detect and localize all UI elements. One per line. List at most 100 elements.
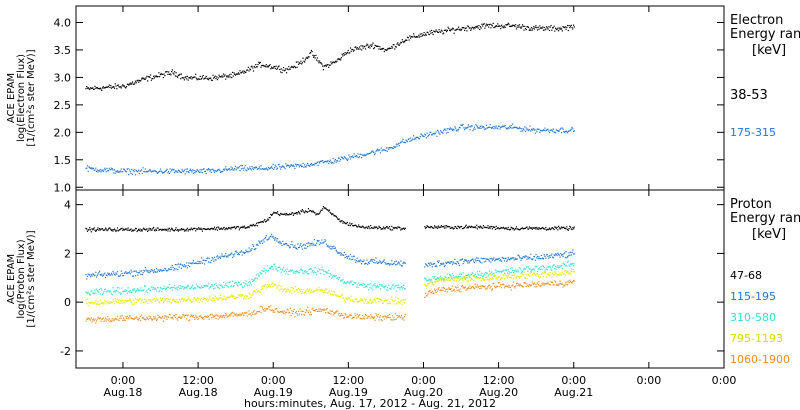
data-point bbox=[177, 171, 179, 173]
data-point bbox=[390, 288, 392, 290]
data-point bbox=[157, 269, 159, 271]
data-point bbox=[481, 23, 483, 25]
data-point bbox=[387, 299, 389, 301]
data-point bbox=[343, 156, 345, 158]
data-point bbox=[289, 311, 291, 314]
data-point bbox=[368, 153, 370, 155]
data-point bbox=[259, 61, 261, 63]
data-point bbox=[485, 124, 487, 126]
data-point bbox=[272, 311, 274, 313]
data-point bbox=[515, 283, 518, 285]
data-point bbox=[150, 316, 152, 318]
data-point bbox=[113, 300, 115, 302]
data-point bbox=[361, 49, 363, 51]
data-point bbox=[198, 170, 200, 172]
data-point bbox=[182, 170, 184, 172]
data-point bbox=[144, 285, 146, 287]
data-point bbox=[521, 227, 523, 229]
data-point bbox=[275, 212, 277, 214]
data-point bbox=[314, 244, 316, 246]
data-point bbox=[171, 268, 173, 270]
data-point bbox=[268, 65, 270, 67]
data-point bbox=[337, 314, 339, 316]
data-point bbox=[550, 129, 552, 131]
data-point bbox=[207, 78, 209, 80]
data-point bbox=[495, 225, 497, 227]
data-point bbox=[313, 55, 315, 57]
data-point bbox=[120, 86, 122, 88]
data-point bbox=[135, 174, 137, 176]
data-point bbox=[566, 271, 568, 273]
data-point bbox=[280, 311, 282, 313]
data-point bbox=[150, 170, 152, 172]
data-point bbox=[431, 281, 433, 283]
data-point bbox=[357, 261, 359, 263]
data-point bbox=[497, 282, 500, 284]
data-point bbox=[125, 271, 127, 273]
data-point bbox=[117, 301, 119, 303]
data-point bbox=[432, 275, 434, 278]
data-point bbox=[149, 168, 151, 171]
data-point bbox=[143, 289, 145, 291]
data-point bbox=[225, 297, 228, 299]
data-point bbox=[228, 76, 230, 78]
data-point bbox=[364, 318, 366, 320]
data-point bbox=[471, 226, 473, 228]
data-point bbox=[551, 253, 553, 255]
data-point bbox=[193, 288, 195, 290]
data-point bbox=[123, 85, 125, 87]
data-point bbox=[252, 291, 255, 293]
data-point bbox=[533, 28, 536, 30]
data-point bbox=[144, 78, 146, 80]
data-point bbox=[189, 319, 191, 321]
data-point bbox=[374, 227, 376, 229]
data-point bbox=[268, 166, 270, 169]
data-point bbox=[201, 77, 203, 80]
data-point bbox=[450, 275, 452, 277]
data-point bbox=[281, 288, 283, 290]
data-point bbox=[560, 227, 562, 229]
data-point bbox=[552, 130, 554, 132]
data-point bbox=[335, 215, 337, 217]
data-point bbox=[177, 316, 179, 318]
data-point bbox=[306, 164, 308, 166]
data-point bbox=[141, 229, 143, 231]
data-point bbox=[292, 246, 294, 248]
data-point bbox=[130, 292, 132, 294]
data-point bbox=[381, 48, 383, 50]
data-point bbox=[212, 168, 214, 170]
data-point bbox=[346, 316, 348, 318]
data-point bbox=[550, 281, 552, 283]
data-point bbox=[359, 299, 361, 302]
data-point bbox=[129, 291, 131, 293]
data-point bbox=[451, 29, 453, 31]
data-point bbox=[342, 157, 344, 160]
data-point bbox=[301, 314, 303, 316]
data-point bbox=[228, 254, 231, 256]
data-point bbox=[322, 309, 324, 311]
data-point bbox=[334, 159, 336, 161]
data-point bbox=[330, 212, 332, 214]
data-point bbox=[326, 64, 328, 66]
data-point bbox=[236, 73, 238, 75]
data-point bbox=[137, 299, 139, 301]
data-point bbox=[470, 274, 472, 276]
data-point bbox=[203, 228, 205, 230]
data-point bbox=[211, 257, 213, 259]
data-point bbox=[515, 269, 517, 271]
data-point bbox=[247, 66, 249, 68]
data-point bbox=[477, 226, 479, 228]
data-point bbox=[386, 286, 388, 288]
data-point bbox=[360, 45, 362, 47]
data-point bbox=[295, 270, 297, 272]
data-point bbox=[229, 315, 231, 317]
data-point bbox=[427, 135, 429, 137]
data-point bbox=[93, 320, 95, 322]
data-point bbox=[138, 228, 140, 230]
data-point bbox=[145, 77, 147, 79]
data-point bbox=[564, 131, 566, 133]
data-point bbox=[221, 299, 223, 301]
data-point bbox=[215, 317, 217, 320]
data-point bbox=[515, 277, 518, 279]
data-point bbox=[346, 221, 348, 223]
